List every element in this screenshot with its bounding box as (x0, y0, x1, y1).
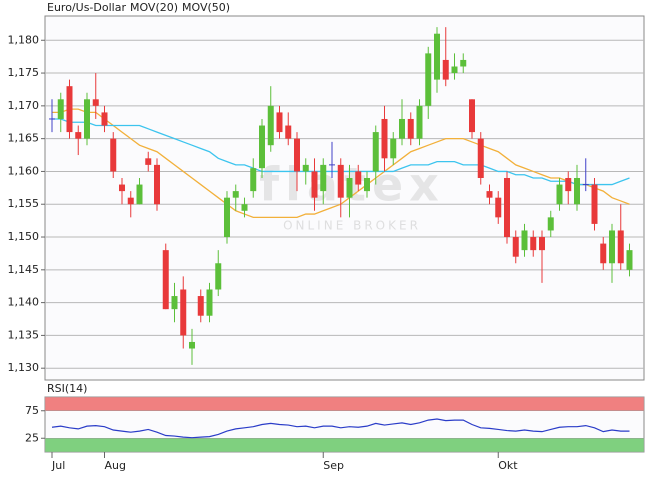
y-tick-label: 75 (25, 404, 39, 417)
y-tick-label: 25 (25, 431, 39, 444)
candle-body (434, 33, 440, 80)
rsi-band (44, 438, 645, 453)
legend-entry: RSI(14) (47, 382, 87, 395)
candle-body (110, 138, 117, 172)
candle-body (582, 184, 589, 186)
candle-body (547, 217, 554, 231)
candle-body (425, 53, 432, 106)
candle-body (75, 132, 82, 139)
candle-body (267, 105, 274, 146)
y-tick-label: 1,170 (8, 99, 40, 112)
candle-body (311, 171, 318, 198)
candle-body (390, 138, 397, 159)
candle-body (189, 341, 195, 349)
rsi-line (51, 418, 630, 439)
candle-body (530, 237, 537, 251)
candle-body (556, 184, 563, 205)
candle-body (451, 66, 458, 74)
candle-body (442, 59, 449, 80)
candle-body (57, 99, 64, 119)
candle-body (372, 132, 379, 172)
y-tick-label: 1,180 (8, 33, 40, 46)
candle-body (574, 177, 580, 205)
candle-body (302, 164, 309, 172)
candle-body (215, 263, 222, 290)
candle-body (399, 118, 405, 139)
watermark-subtitle: ONLINE BROKER (283, 219, 421, 233)
candle-body (84, 99, 90, 139)
candle-body (259, 125, 265, 169)
candle-body (320, 164, 327, 192)
candle-body (346, 177, 353, 198)
candle-body (521, 230, 528, 251)
candle-body (591, 184, 598, 224)
candle-body (276, 112, 283, 133)
candle-body (364, 177, 370, 192)
candle-body (294, 138, 300, 172)
candle-body (224, 197, 230, 238)
legend-entry: MOV(50) (182, 1, 230, 14)
candle-body (337, 164, 344, 198)
candle-body (469, 99, 475, 133)
candle-body (92, 99, 99, 106)
candle-body (407, 118, 414, 139)
candle-body (119, 184, 125, 192)
candle-body (250, 168, 257, 192)
candle-body (162, 250, 169, 310)
y-tick-label: 1,155 (8, 197, 40, 210)
candle-body (171, 296, 178, 310)
candle-body (154, 164, 160, 205)
candle-body (486, 191, 493, 198)
candle-body (355, 171, 362, 185)
x-tick-label: Jul (51, 459, 65, 472)
x-tick-label: Okt (498, 459, 518, 472)
y-tick-label: 1,135 (8, 328, 40, 341)
candle-body (206, 289, 213, 316)
x-tick-label: Aug (105, 459, 126, 472)
candle-body (617, 230, 624, 264)
y-tick-label: 1,130 (8, 361, 40, 374)
candle-body (101, 112, 108, 126)
candle-body (232, 191, 239, 198)
candle-body (477, 138, 484, 178)
candle-body (329, 164, 335, 166)
candle-body (600, 243, 607, 264)
candle-body (381, 118, 388, 159)
candle-body (145, 158, 152, 165)
candle-body (626, 250, 633, 270)
y-tick-label: 1,165 (8, 132, 40, 145)
candle-body (241, 204, 248, 211)
candle-body (609, 230, 615, 264)
candle-body (460, 59, 467, 67)
candle-body (127, 197, 134, 205)
candle-body (136, 184, 143, 205)
main-plot (44, 15, 645, 381)
candle-body (285, 125, 292, 139)
candle-body (180, 289, 187, 336)
y-tick-label: 1,145 (8, 263, 40, 276)
candle-body (539, 237, 545, 251)
candle-body (512, 237, 519, 257)
candle-body (504, 177, 510, 238)
legend-entry: MOV(20) (130, 1, 178, 14)
candle-body (416, 105, 423, 139)
legend-entry: Euro/Us-Dollar (47, 1, 126, 14)
y-tick-label: 1,160 (8, 164, 40, 177)
y-tick-label: 1,175 (8, 66, 40, 79)
candle-body (49, 118, 55, 120)
candle-body (495, 197, 502, 218)
y-tick-label: 1,140 (8, 296, 40, 309)
candle-body (66, 86, 73, 133)
rsi-band (44, 396, 645, 411)
y-tick-label: 1,150 (8, 230, 40, 243)
candle-body (197, 296, 204, 316)
candle-body (565, 177, 572, 192)
x-tick-label: Sep (323, 459, 344, 472)
